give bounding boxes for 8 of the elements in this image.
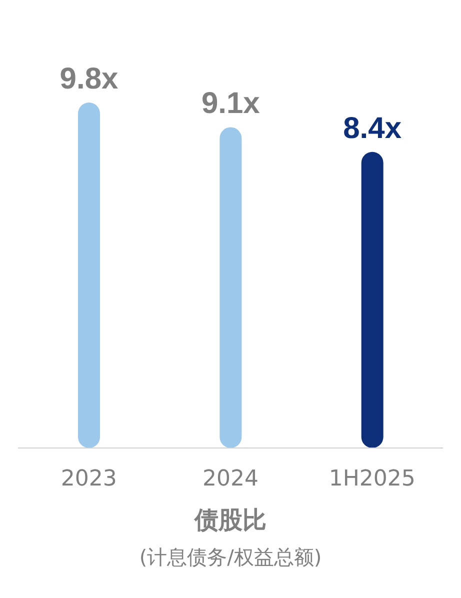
data-label: 9.1x <box>201 87 260 120</box>
x-tick-label: 2024 <box>202 466 258 492</box>
data-label: 9.8x <box>60 62 119 96</box>
x-tick-label: 1H2025 <box>328 466 416 492</box>
x-tick-label: 2023 <box>60 466 117 492</box>
text: (计息债务/权益总额) <box>138 544 323 571</box>
data-label: 8.4x <box>343 112 402 145</box>
text: 债股比 <box>192 505 268 536</box>
